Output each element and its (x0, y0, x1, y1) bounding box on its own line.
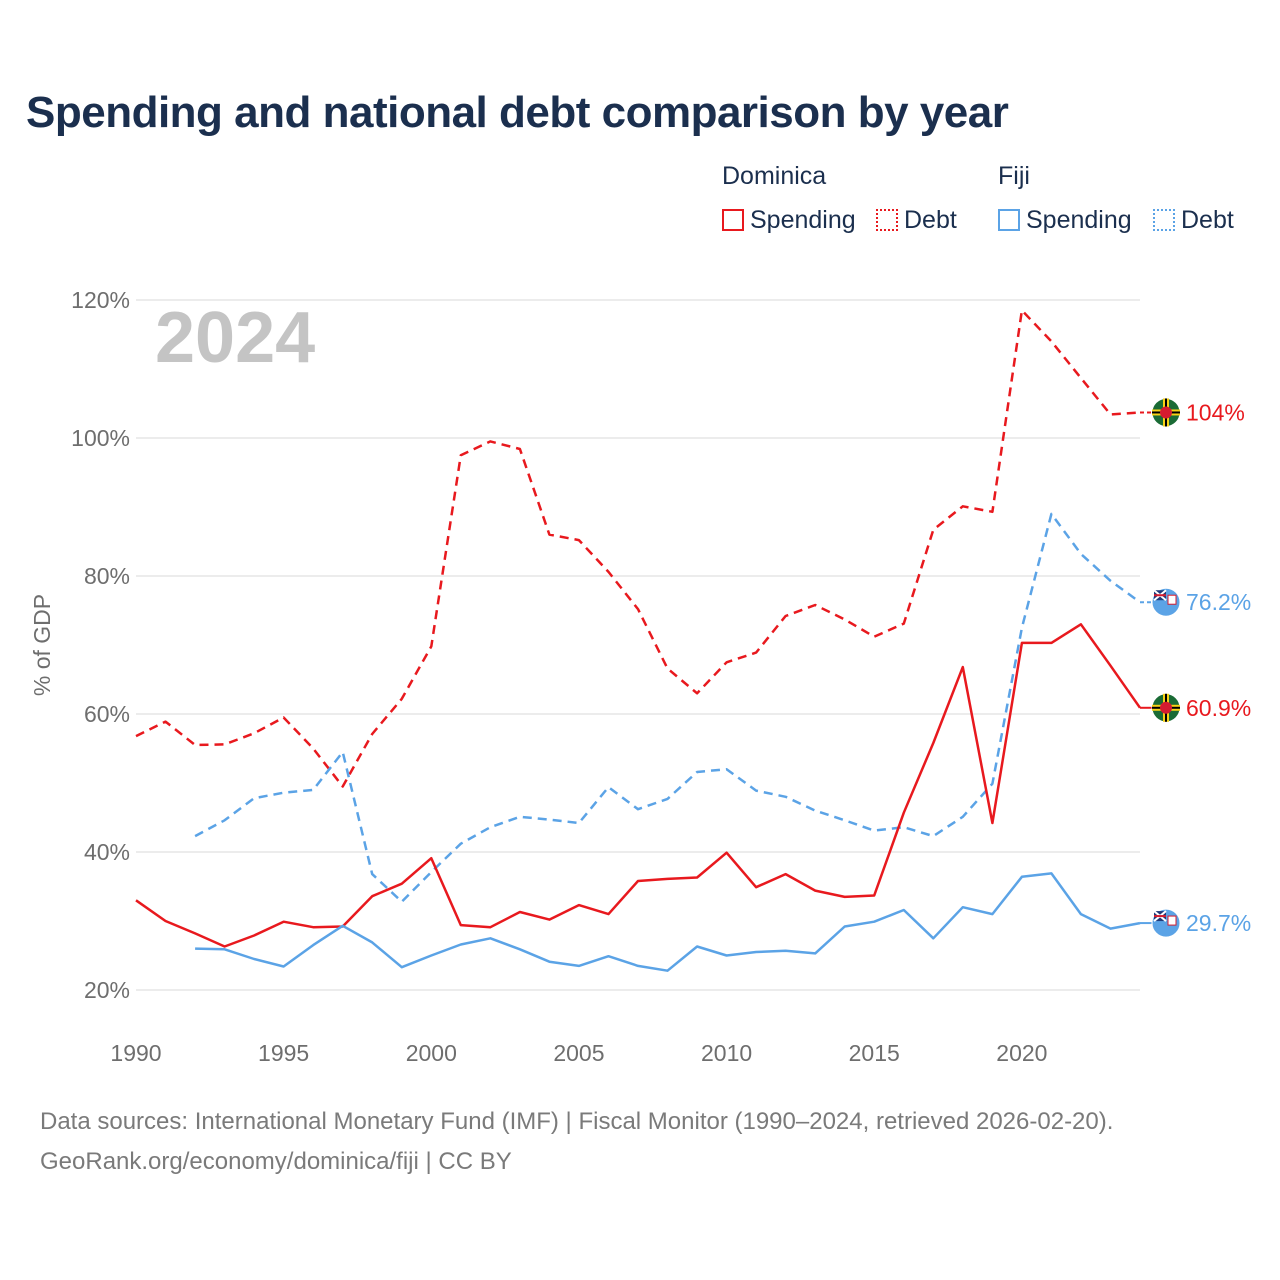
y-tick-label: 60% (84, 701, 130, 727)
x-tick-label: 2015 (849, 1040, 900, 1066)
legend-swatch-dotted-blue (1153, 209, 1175, 231)
legend-group-dominica: Dominica (722, 162, 827, 190)
fiji-flag-icon (1151, 587, 1181, 617)
end-markers: 104% 76.2% 60.9% 29.7% (1140, 397, 1251, 938)
end-value-label: 60.9% (1186, 695, 1251, 721)
end-value-label: 29.7% (1186, 910, 1251, 936)
series-line-fiji-debt[interactable] (194, 512, 1141, 903)
footer-credit: GeoRank.org/economy/dominica/fiji | CC B… (40, 1148, 512, 1175)
legend-label: Spending (750, 205, 856, 234)
legend-swatch-solid-blue (998, 209, 1020, 231)
end-value-label: 104% (1186, 399, 1245, 425)
y-axis-label: % of GDP (29, 594, 55, 696)
fiji-flag-icon (1151, 908, 1181, 938)
legend-swatch-solid-red (722, 209, 744, 231)
y-tick-label: 20% (84, 977, 130, 1003)
dominica-flag-icon (1151, 397, 1181, 427)
dominica-flag-icon (1151, 693, 1181, 723)
gridlines (136, 299, 1140, 991)
legend-group-fiji: Fiji (998, 162, 1030, 190)
series-line-dominica-spending[interactable] (135, 623, 1142, 948)
y-tick-label: 100% (71, 425, 130, 451)
legend-label: Debt (1181, 205, 1234, 234)
legend-item-dominica-spending[interactable]: Spending (722, 204, 856, 236)
y-tick-label: 80% (84, 563, 130, 589)
series-line-fiji-spending[interactable] (195, 872, 1141, 972)
footer-source: Data sources: International Monetary Fun… (40, 1108, 1114, 1135)
year-watermark: 2024 (155, 298, 315, 378)
x-tick-label: 2000 (406, 1040, 457, 1066)
legend-swatch-dotted-red (876, 209, 898, 231)
series-lines (135, 309, 1142, 972)
x-tick-label: 2010 (701, 1040, 752, 1066)
axis-ticks: 20% 40% 60% 80% 100% 120% 1990 1995 2000 2005 2010… (71, 287, 1047, 1066)
legend-label: Debt (904, 205, 957, 234)
legend-item-fiji-spending[interactable]: Spending (998, 204, 1132, 236)
legend-item-dominica-debt[interactable]: Debt (876, 204, 957, 236)
series-line-dominica-debt[interactable] (135, 309, 1141, 788)
end-value-label: 76.2% (1186, 589, 1251, 615)
y-tick-label: 40% (84, 839, 130, 865)
y-tick-label: 120% (71, 287, 130, 313)
legend-item-fiji-debt[interactable]: Debt (1153, 204, 1234, 236)
chart-title: Spending and national debt comparison by… (26, 88, 1009, 137)
x-tick-label: 1995 (258, 1040, 309, 1066)
legend-label: Spending (1026, 205, 1132, 234)
x-tick-label: 2020 (996, 1040, 1047, 1066)
x-tick-label: 2005 (553, 1040, 604, 1066)
x-tick-label: 1990 (110, 1040, 161, 1066)
